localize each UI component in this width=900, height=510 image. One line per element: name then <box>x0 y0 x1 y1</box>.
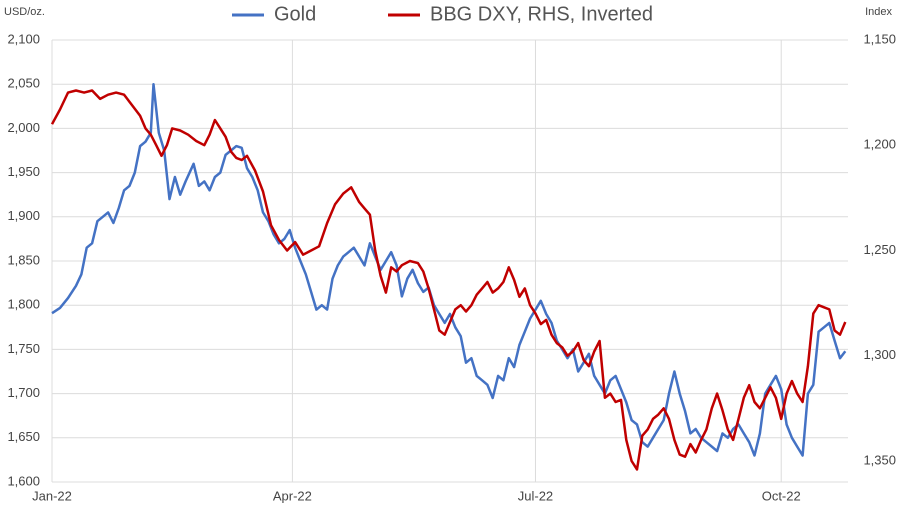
legend-label: BBG DXY, RHS, Inverted <box>430 3 653 25</box>
y-tick-label: 1,900 <box>7 208 40 223</box>
y-tick-label: 2,050 <box>7 76 40 91</box>
data-line <box>50 89 847 471</box>
y-tick-label: 2,100 <box>7 31 40 46</box>
y-tick-label: 1,750 <box>7 341 40 356</box>
y-tick-label: 1,950 <box>7 164 40 179</box>
y-tick-label: 2,000 <box>7 120 40 135</box>
x-tick-label: Apr-22 <box>273 488 312 503</box>
y2-tick-label: 1,250 <box>863 242 896 257</box>
y2-tick-label: 1,200 <box>863 137 896 152</box>
data-line <box>51 82 847 457</box>
legend-label: Gold <box>274 3 316 25</box>
y2-tick-label: 1,350 <box>863 452 896 467</box>
y-axis-label: USD/oz. <box>4 6 45 18</box>
y-tick-label: 1,800 <box>7 297 40 312</box>
y-tick-label: 1,650 <box>7 429 40 444</box>
y2-tick-label: 1,150 <box>863 31 896 46</box>
y2-tick-label: 1,300 <box>863 347 896 362</box>
y-tick-label: 1,700 <box>7 385 40 400</box>
y-tick-label: 1,850 <box>7 252 40 267</box>
x-tick-label: Jan-22 <box>32 488 72 503</box>
y-tick-label: 1,600 <box>7 473 40 488</box>
x-tick-label: Oct-22 <box>762 488 801 503</box>
y2-axis-label: Index <box>865 6 892 18</box>
x-tick-label: Jul-22 <box>518 488 553 503</box>
